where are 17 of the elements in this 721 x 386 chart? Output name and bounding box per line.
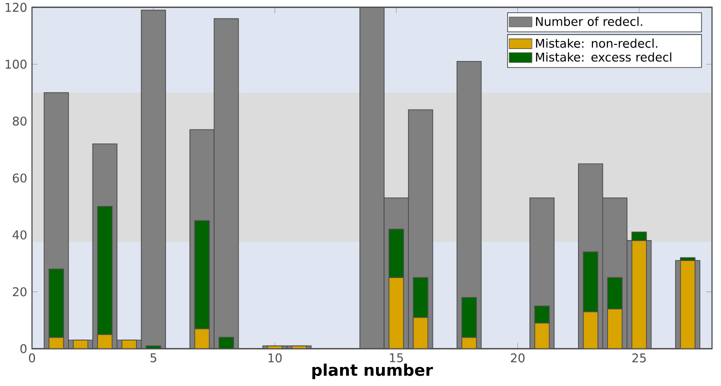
legend-label: Mistake: excess redecl <box>536 52 672 62</box>
y-tick-label: 20 <box>12 287 26 296</box>
x-axis-title: plant number <box>312 364 433 380</box>
x-tick-label: 0 <box>28 353 36 362</box>
y-tick-label: 40 <box>12 230 26 240</box>
x-tick-label: 20 <box>510 353 525 362</box>
y-tick-label: 80 <box>12 116 26 126</box>
legend-label: Number of redecl. <box>536 16 642 26</box>
y-tick-label: 100 <box>6 60 26 69</box>
x-tick-label: 25 <box>632 353 646 362</box>
x-tick-label: 5 <box>150 353 156 362</box>
x-tick-label: 15 <box>390 353 403 362</box>
y-tick-label: 60 <box>12 173 26 183</box>
x-tick-label: 10 <box>268 353 282 362</box>
y-tick-label: 0 <box>20 344 26 354</box>
y-tick-label: 120 <box>6 2 26 12</box>
legend-label: Mistake: non-redecl. <box>536 38 658 48</box>
